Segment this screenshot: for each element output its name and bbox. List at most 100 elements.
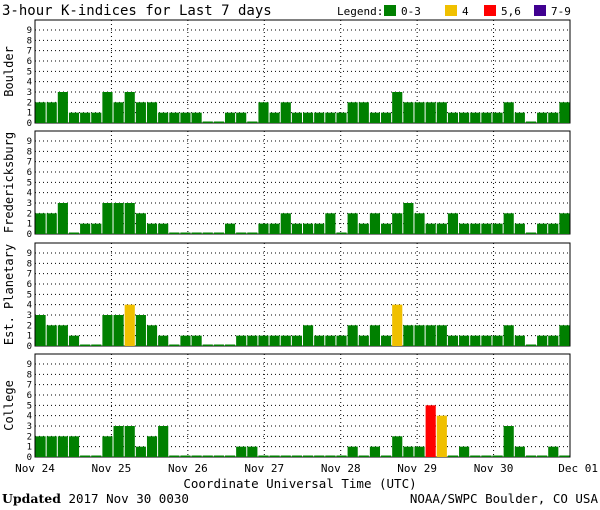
k-index-bar	[91, 344, 102, 346]
legend-label: 4	[462, 5, 469, 18]
y-tick-label: 0	[27, 453, 32, 463]
y-tick-label: 1	[27, 332, 32, 342]
k-index-bar	[358, 335, 369, 346]
k-index-bar	[537, 223, 548, 234]
panel-frame	[34, 242, 571, 347]
x-tick-label: Nov 27	[244, 462, 284, 475]
k-index-bar	[325, 213, 336, 234]
k-index-bar	[336, 112, 347, 123]
k-index-bar	[68, 335, 80, 346]
k-index-bar	[447, 455, 459, 457]
updated-value: 2017 Nov 30 0030	[68, 491, 189, 506]
k-index-bar	[35, 436, 46, 457]
k-index-bar	[314, 455, 325, 457]
y-tick-label: 0	[27, 119, 32, 129]
k-index-bar	[191, 335, 202, 346]
k-index-bar	[514, 112, 525, 123]
k-index-bar	[470, 112, 481, 123]
y-tick-label: 2	[27, 98, 32, 108]
k-index-bar	[425, 325, 436, 346]
k-index-bar	[481, 455, 492, 457]
k-index-bar	[102, 436, 113, 457]
k-index-bar	[525, 232, 537, 234]
k-index-bar	[202, 455, 213, 457]
panel-frame	[34, 19, 571, 124]
k-index-bar	[236, 335, 247, 346]
k-index-bar	[459, 335, 470, 346]
k-index-bar	[481, 335, 492, 346]
legend-label: 5,6	[501, 5, 521, 18]
k-index-bar	[91, 223, 102, 234]
k-index-bar	[291, 223, 302, 234]
y-tick-label: 1	[27, 443, 32, 453]
k-index-bar	[548, 335, 559, 346]
legend-swatch	[534, 5, 546, 16]
legend-item: 4	[445, 5, 469, 18]
legend-item: 5,6	[484, 5, 521, 18]
k-index-bar	[158, 335, 169, 346]
k-index-bar	[135, 102, 146, 123]
k-index-bar	[503, 325, 514, 346]
chart-legend: Legend: 0-3 4 5,6 7-9	[337, 5, 571, 18]
k-index-bar	[113, 315, 124, 346]
k-index-bar	[537, 112, 548, 123]
k-index-bar	[459, 446, 470, 457]
k-index-bar	[158, 112, 169, 123]
k-index-bar	[102, 92, 113, 123]
k-index-bar	[525, 344, 537, 346]
y-tick-label: 0	[27, 342, 32, 352]
k-index-bar	[247, 232, 258, 234]
k-index-bar	[514, 223, 525, 234]
k-index-bar	[57, 436, 68, 457]
y-tick-label: 5	[27, 290, 32, 300]
k-index-bar	[503, 102, 514, 123]
k-index-bar	[303, 455, 314, 457]
k-index-bar	[303, 112, 314, 123]
k-index-bar	[202, 344, 213, 346]
k-index-bar	[514, 335, 525, 346]
k-index-bar	[213, 121, 224, 123]
k-index-bar	[202, 121, 213, 123]
k-index-bar	[280, 213, 291, 234]
k-index-bar	[369, 446, 381, 457]
legend-swatch	[384, 5, 396, 16]
y-tick-label: 9	[27, 26, 32, 36]
k-index-bar	[158, 223, 169, 234]
k-index-bar	[169, 455, 180, 457]
k-index-bar	[213, 455, 224, 457]
k-index-bar	[291, 112, 302, 123]
x-tick-label: Nov 29	[397, 462, 437, 475]
y-tick-label: 1	[27, 109, 32, 119]
y-tick-label: 8	[27, 370, 32, 380]
legend-item: 7-9	[534, 5, 571, 18]
y-tick-label: 3	[27, 311, 32, 321]
k-index-bar	[68, 112, 80, 123]
y-tick-label: 5	[27, 67, 32, 77]
k-index-bar	[102, 203, 113, 234]
k-index-bar	[481, 223, 492, 234]
k-index-bar	[113, 426, 124, 457]
panel-frame	[34, 130, 571, 235]
k-index-bar	[191, 455, 202, 457]
panel-label: Fredericksburg	[2, 132, 16, 233]
k-index-bar	[91, 455, 102, 457]
k-index-bar	[525, 455, 537, 457]
k-index-bar	[314, 112, 325, 123]
y-tick-label: 3	[27, 199, 32, 209]
updated-label: Updated	[2, 491, 61, 506]
k-index-bar	[559, 102, 570, 123]
k-index-bar	[224, 344, 236, 346]
y-tick-label: 6	[27, 391, 32, 401]
legend-swatch	[445, 5, 457, 16]
k-index-bar	[347, 446, 358, 457]
k-index-bar	[403, 325, 414, 346]
k-index-bar	[336, 335, 347, 346]
k-index-bar	[146, 436, 158, 457]
chart-title: 3-hour K-indices for Last 7 days	[2, 3, 272, 19]
y-tick-label: 4	[27, 189, 32, 199]
k-index-bar	[146, 223, 158, 234]
y-tick-label: 8	[27, 36, 32, 46]
k-index-bar	[470, 455, 481, 457]
